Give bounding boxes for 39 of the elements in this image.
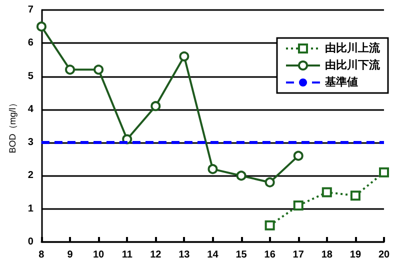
x-tick-label: 20	[378, 250, 390, 260]
x-tick-label: 9	[67, 250, 74, 260]
y-tick-label: 2	[28, 170, 34, 182]
x-tick-label: 8	[38, 250, 45, 260]
y-tick-label: 0	[28, 236, 34, 248]
point	[179, 51, 190, 62]
y-tick-label: 6	[28, 38, 34, 49]
x-tick-label: 11	[122, 250, 133, 260]
y-tick-label: 1	[28, 203, 34, 214]
point	[150, 101, 161, 112]
point	[236, 170, 246, 181]
point	[350, 190, 360, 201]
x-tick-label: 16	[264, 250, 276, 260]
point	[264, 177, 275, 188]
legend-label: 由比川上流	[325, 42, 381, 54]
point	[65, 64, 76, 75]
y-axis-title: BOD（mg/l）	[8, 98, 18, 154]
y-tick-label: 5	[28, 70, 34, 82]
x-tick-label: 17	[292, 250, 304, 260]
point	[208, 164, 218, 174]
x-tick-label: 15	[236, 250, 248, 260]
x-tick-label: 18	[321, 250, 333, 260]
point	[264, 220, 275, 230]
x-tick-label: 14	[207, 250, 219, 260]
y-tick-label: 4	[28, 104, 34, 115]
y-tick-label: 7	[28, 4, 34, 16]
point	[293, 200, 304, 211]
point	[379, 167, 389, 178]
point	[94, 64, 104, 75]
point	[36, 22, 46, 32]
x-tick-label: 10	[92, 250, 105, 260]
legend-label: 由比川下流	[325, 58, 381, 72]
x-tick-label: 12	[150, 250, 162, 260]
x-tick-label: 19	[350, 250, 362, 260]
point	[293, 150, 304, 161]
legend-label: 基準値	[324, 76, 358, 88]
point	[322, 187, 332, 198]
y-tick-label: 3	[28, 137, 34, 148]
x-tick-label: 13	[178, 250, 190, 260]
